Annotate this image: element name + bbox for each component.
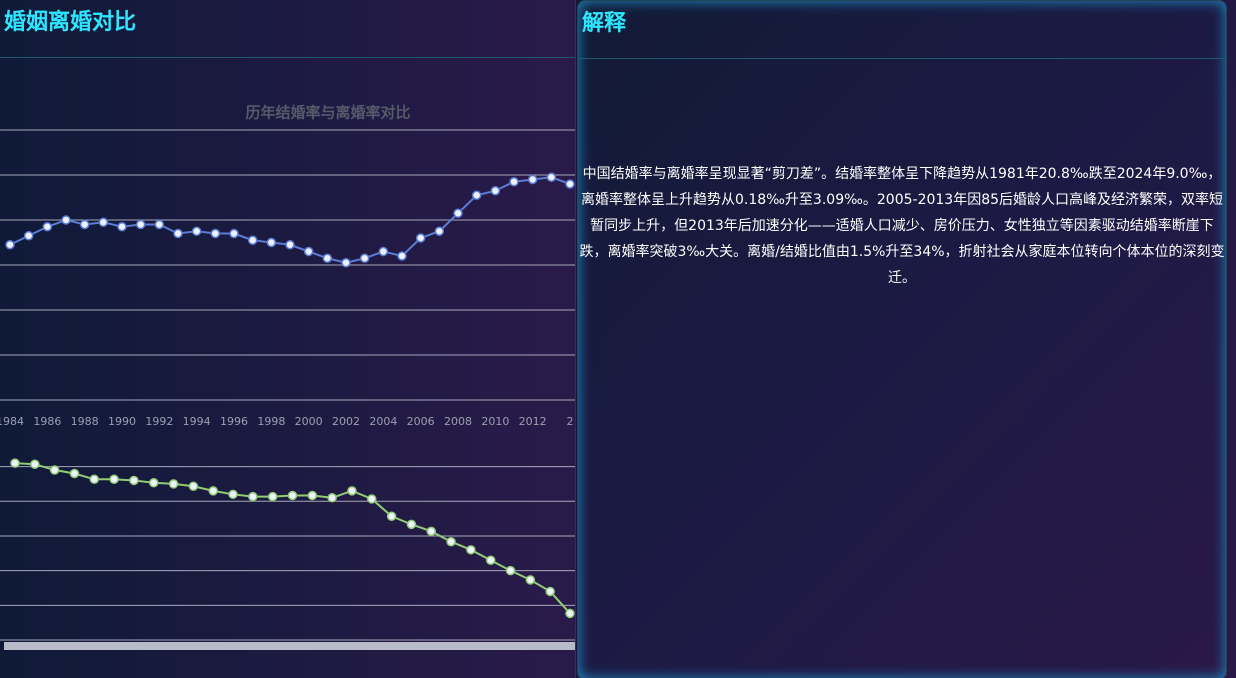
data-point bbox=[397, 251, 407, 261]
data-point bbox=[378, 246, 389, 257]
data-point bbox=[10, 458, 20, 468]
data-point bbox=[386, 511, 397, 522]
data-point bbox=[453, 208, 463, 218]
x-tick-label: 1994 bbox=[183, 415, 211, 428]
divider bbox=[0, 57, 575, 58]
x-tick-label: 2000 bbox=[295, 415, 323, 428]
chart: 历年结婚率与离婚率对比 1984 1986 1988 1990 1992 1994 1996… bbox=[0, 104, 575, 650]
x-tick-label: 1996 bbox=[220, 415, 248, 428]
data-point bbox=[135, 219, 146, 230]
data-point bbox=[79, 219, 90, 230]
series-line bbox=[14, 462, 571, 615]
data-point bbox=[5, 240, 15, 250]
data-point bbox=[208, 486, 218, 496]
x-tick-label: 2012 bbox=[519, 415, 547, 428]
panel-title: 婚姻离婚对比 bbox=[4, 10, 137, 35]
x-tick-label: 2006 bbox=[407, 415, 435, 428]
data-point bbox=[446, 536, 456, 547]
data-point bbox=[322, 253, 333, 263]
data-point bbox=[565, 179, 575, 189]
data-point bbox=[266, 237, 277, 248]
x-tick-label: 2010 bbox=[481, 415, 509, 428]
x-tick-label: 1986 bbox=[33, 415, 61, 428]
data-point bbox=[490, 186, 501, 196]
x-tick-label: 2008 bbox=[444, 415, 472, 428]
panel-title: 解释 bbox=[582, 11, 627, 36]
data-point bbox=[466, 545, 476, 555]
data-point bbox=[426, 526, 436, 537]
data-point bbox=[69, 468, 80, 479]
data-point bbox=[303, 246, 314, 257]
explanation: 中国结婚率与离婚率呈现显著“剪刀差”。结婚率整体呈下降趋势从1981年20.8‰… bbox=[579, 166, 1225, 286]
chart-panel: 婚姻离婚对比 历年结婚率与离婚率对比 1984 1986 1988 1990 1992 1… bbox=[0, 0, 576, 678]
scrollbar[interactable] bbox=[4, 642, 575, 650]
x-tick-label: 2 bbox=[567, 415, 574, 428]
data-point bbox=[471, 190, 482, 200]
x-tick-label: 1992 bbox=[145, 415, 173, 428]
x-tick-label: 1988 bbox=[71, 415, 99, 428]
data-point bbox=[267, 491, 278, 502]
data-point bbox=[98, 217, 109, 227]
data-point bbox=[248, 491, 258, 502]
data-point bbox=[42, 222, 53, 232]
data-point bbox=[61, 215, 71, 225]
explain-panel: 解释 中国结婚率与离婚率呈现显著“剪刀差”。结婚率整体呈下降趋势从1981年20… bbox=[577, 0, 1227, 678]
data-point bbox=[485, 555, 496, 565]
chart-title: 历年结婚率与离婚率对比 bbox=[245, 104, 410, 122]
data-point bbox=[229, 228, 239, 239]
data-point bbox=[406, 519, 417, 530]
data-point bbox=[129, 475, 139, 486]
data-point bbox=[546, 172, 557, 182]
x-tick-label: 1998 bbox=[257, 415, 285, 428]
data-point bbox=[149, 478, 159, 488]
data-point bbox=[359, 253, 370, 263]
data-point bbox=[117, 222, 127, 232]
data-point bbox=[89, 474, 100, 485]
data-point bbox=[367, 494, 377, 504]
x-tick-label: 1984 bbox=[0, 415, 24, 428]
divider bbox=[578, 58, 1226, 59]
x-tick-label: 2004 bbox=[369, 415, 397, 428]
data-point bbox=[23, 231, 34, 241]
data-point bbox=[168, 479, 179, 489]
data-point bbox=[154, 219, 165, 230]
data-point bbox=[210, 228, 221, 239]
data-point bbox=[247, 235, 258, 245]
data-point bbox=[347, 486, 357, 496]
data-point bbox=[525, 575, 536, 585]
data-point bbox=[109, 474, 119, 485]
data-point bbox=[545, 586, 555, 597]
data-point bbox=[505, 565, 516, 576]
data-point bbox=[228, 489, 238, 500]
data-point bbox=[434, 226, 445, 236]
data-point bbox=[30, 459, 40, 469]
data-point bbox=[415, 233, 426, 243]
data-point bbox=[341, 258, 351, 268]
data-point bbox=[173, 228, 183, 239]
data-point bbox=[188, 481, 199, 491]
data-point bbox=[307, 490, 318, 501]
data-point bbox=[565, 608, 575, 619]
data-point bbox=[327, 493, 337, 503]
data-point bbox=[49, 465, 60, 475]
data-point bbox=[285, 240, 295, 250]
data-point bbox=[527, 174, 538, 185]
data-point bbox=[509, 177, 519, 187]
x-tick-label: 2002 bbox=[332, 415, 360, 428]
x-tick-label: 1990 bbox=[108, 415, 136, 428]
data-point bbox=[191, 226, 202, 236]
data-point bbox=[287, 490, 298, 501]
